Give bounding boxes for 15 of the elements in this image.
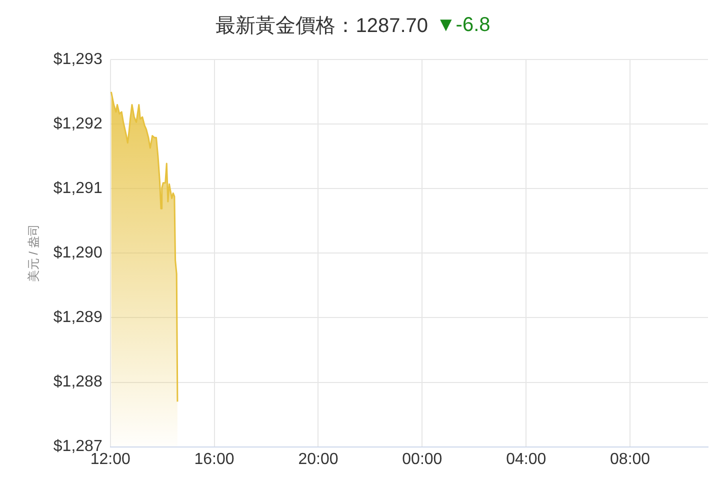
y-tick-label: $1,291 [53, 180, 102, 198]
x-tick-label: 20:00 [298, 450, 338, 468]
x-tick-label: 08:00 [610, 450, 650, 468]
y-tick-label: $1,288 [53, 374, 102, 391]
y-tick-label: $1,293 [53, 51, 102, 68]
x-tick-label: 00:00 [402, 450, 442, 468]
y-tick-label: $1,290 [53, 244, 102, 262]
y-axis-title: 美元 / 盎司 [26, 224, 41, 282]
y-tick-label: $1,289 [53, 309, 102, 326]
chart-title: 最新黃金價格：1287.70 [216, 14, 428, 38]
x-tick-label: 12:00 [90, 450, 130, 468]
y-tick-label: $1,292 [53, 116, 102, 133]
text: ▼-6.8 [436, 14, 490, 36]
x-tick-label: 16:00 [194, 450, 234, 468]
x-tick-label: 04:00 [506, 450, 546, 468]
